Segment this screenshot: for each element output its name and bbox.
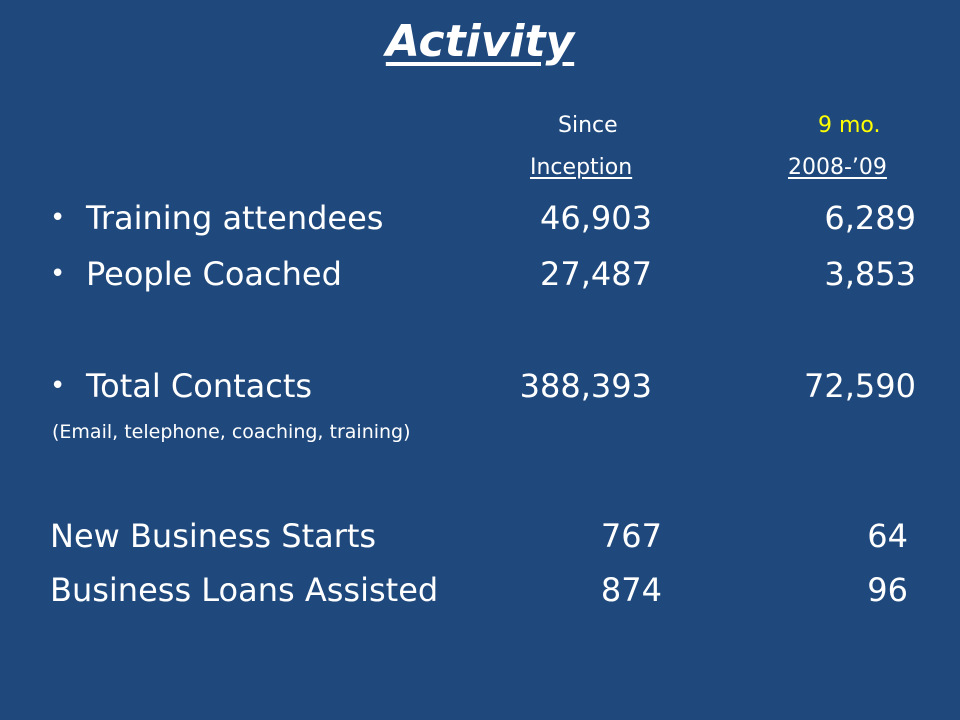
column-header-period-line1: 9 mo. — [818, 113, 881, 138]
column-header-period-line2: 2008-’09 — [788, 155, 887, 180]
slide-title: Activity — [385, 16, 575, 67]
row-label: Business Loans Assisted — [50, 571, 439, 609]
row-label: Training attendees — [86, 199, 384, 237]
nine-month-value: 72,590 — [804, 367, 916, 405]
activity-row-total-contacts: • Total Contacts 388,393 72,590 — [0, 364, 960, 408]
bullet-icon: • — [50, 203, 66, 233]
column-header-since-line1: Since — [558, 113, 618, 138]
activity-row-coached: • People Coached 27,487 3,853 — [0, 252, 960, 296]
nine-month-value: 64 — [867, 517, 908, 555]
activity-row-loans-assisted: Business Loans Assisted 874 96 — [0, 568, 960, 612]
activity-row-business-starts: New Business Starts 767 64 — [0, 514, 960, 558]
since-inception-value: 27,487 — [540, 255, 652, 293]
column-header-since-line2: Inception — [530, 155, 633, 180]
total-contacts-note: (Email, telephone, coaching, training) — [52, 421, 411, 443]
nine-month-value: 6,289 — [824, 199, 916, 237]
since-inception-value: 767 — [600, 517, 662, 555]
row-label: Total Contacts — [86, 367, 313, 405]
since-inception-value: 46,903 — [540, 199, 652, 237]
bullet-icon: • — [50, 259, 66, 289]
activity-row-training: • Training attendees 46,903 6,289 — [0, 196, 960, 240]
bullet-icon: • — [50, 371, 66, 401]
row-label: New Business Starts — [50, 517, 377, 555]
row-label: People Coached — [86, 255, 342, 293]
nine-month-value: 96 — [867, 571, 908, 609]
since-inception-value: 388,393 — [519, 367, 652, 405]
nine-month-value: 3,853 — [824, 255, 916, 293]
since-inception-value: 874 — [600, 571, 662, 609]
